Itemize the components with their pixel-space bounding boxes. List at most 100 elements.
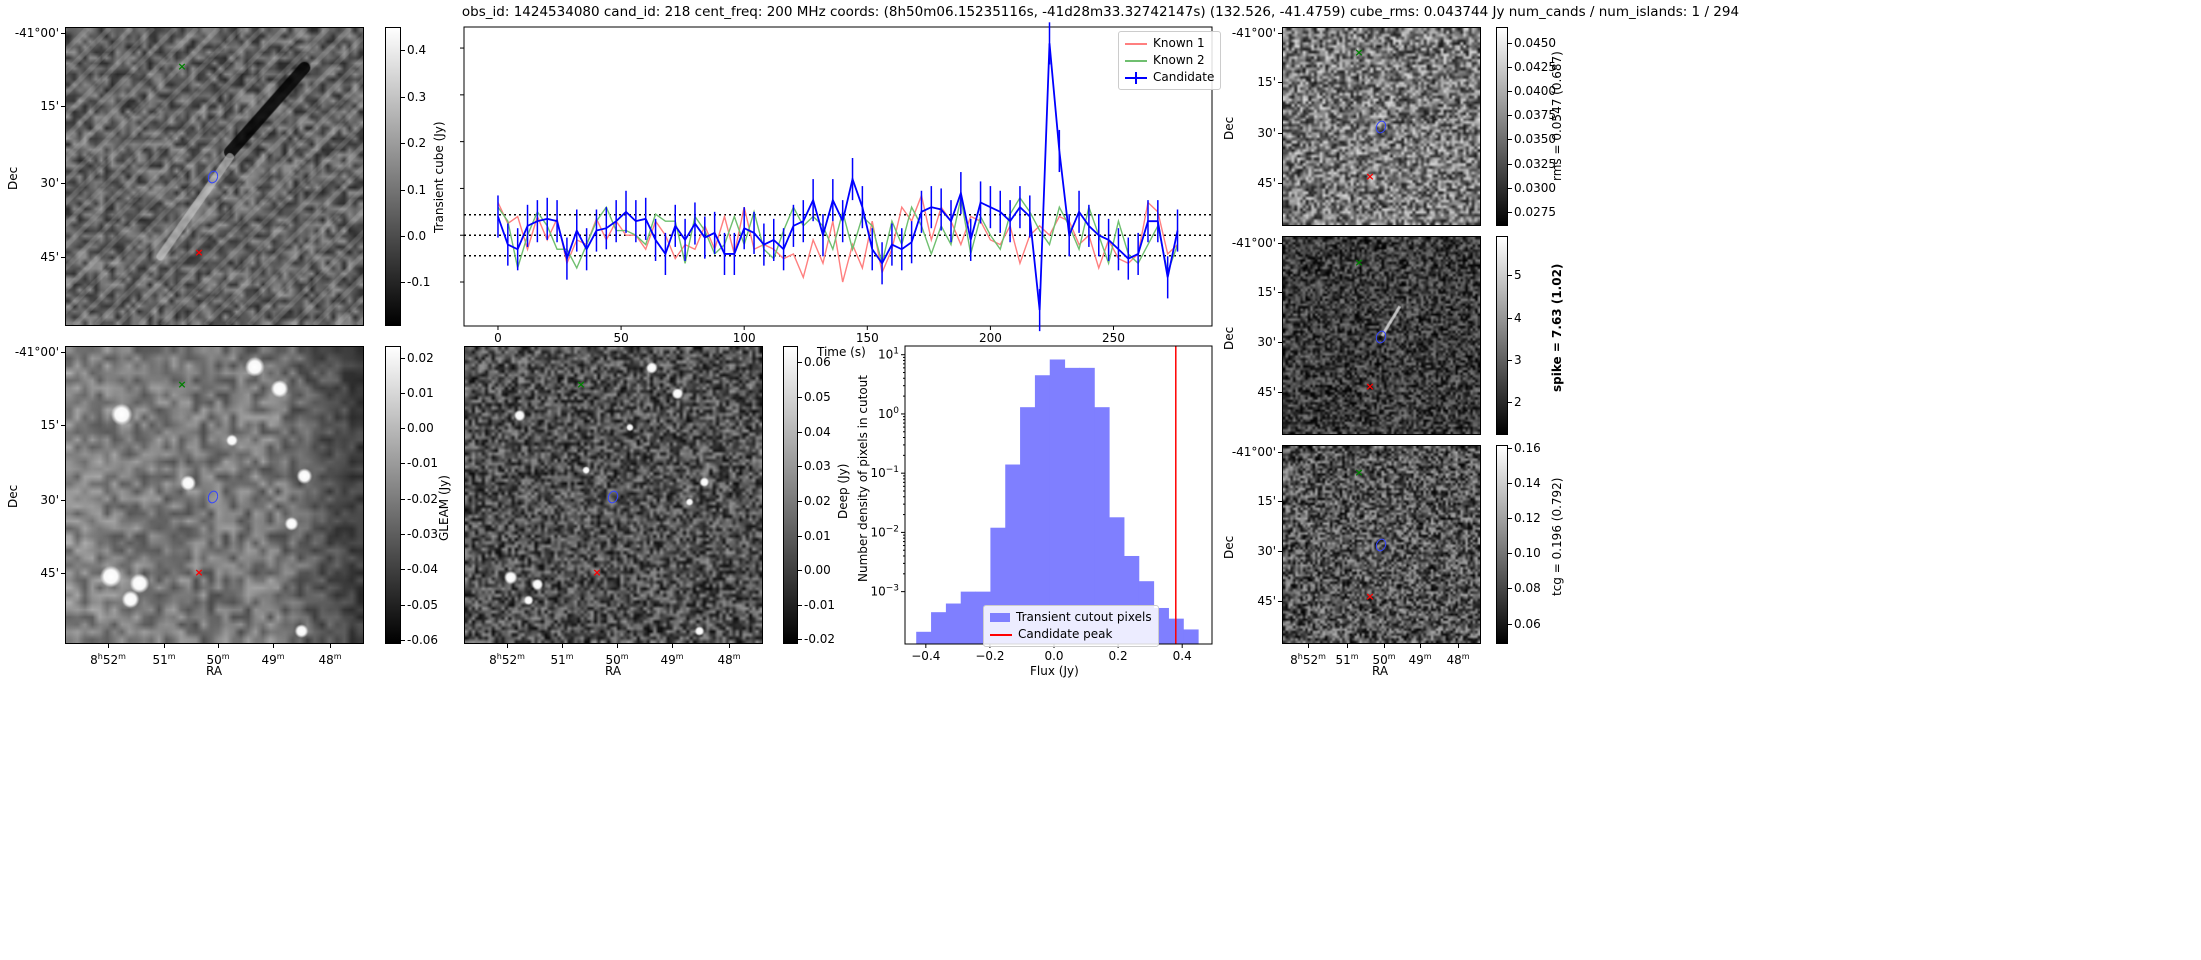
known-source-1-marker: × xyxy=(194,566,204,579)
dec-tick-label: 15' xyxy=(40,99,59,113)
gleam-colorbar-tick xyxy=(401,428,405,430)
legend-item-known-2: Known 2 xyxy=(1125,52,1214,69)
dec-tick-label: 45' xyxy=(40,250,59,264)
ra-tick-label: 49m xyxy=(1408,652,1431,667)
deep-colorbar-tick xyxy=(798,431,802,433)
x-tick-label: 200 xyxy=(979,331,1002,345)
dec-axis-label: Dec xyxy=(1222,535,1236,559)
deep-colorbar-tick xyxy=(798,604,802,606)
rms-colorbar-tick xyxy=(1508,211,1512,213)
dec-tick-mark xyxy=(61,257,65,258)
ra-minutes: 49 xyxy=(261,653,277,667)
tcg-colorbar-tick-label: 0.14 xyxy=(1514,475,1541,490)
ra-tick-mark xyxy=(507,644,508,648)
histogram-ylabel: Number density of pixels in cutout xyxy=(856,375,870,582)
y-tick-base: 10 xyxy=(870,525,885,539)
y-tick-base: 10 xyxy=(878,348,893,362)
histogram-bar xyxy=(931,612,947,644)
gleam-colorbar-tick-label: -0.06 xyxy=(407,632,439,647)
ra-minutes-unit: m xyxy=(517,652,525,661)
rms-colorbar-tick xyxy=(1508,91,1512,93)
known-source-1-marker: × xyxy=(592,566,602,579)
ra-minutes-unit: m xyxy=(1350,652,1359,661)
y-tick-exponent: −1 xyxy=(886,465,899,475)
dec-tick-label: 30' xyxy=(40,493,59,507)
histogram-bar xyxy=(1064,367,1080,644)
histogram-xlabel: Flux (Jy) xyxy=(1030,664,1079,678)
transient-colorbar xyxy=(385,27,401,326)
ra-minutes: 48 xyxy=(1446,653,1462,667)
ra-tick-label: 50m xyxy=(206,652,229,667)
dec-tick-label: 45' xyxy=(1257,176,1276,190)
known-source-2-marker: × xyxy=(177,378,187,391)
rms-colorbar-tick xyxy=(1508,139,1512,141)
spike-image xyxy=(1282,236,1481,435)
ra-minutes: 48 xyxy=(318,653,334,667)
dec-tick-mark xyxy=(61,352,65,353)
tcg-colorbar-tick-label: 0.12 xyxy=(1514,511,1541,526)
transient-colorbar-tick-label: 0.2 xyxy=(407,136,427,151)
gleam-colorbar-tick xyxy=(401,392,405,394)
deep-colorbar-tick xyxy=(798,396,802,398)
rms-colorbar-tick-label: 0.0375 xyxy=(1514,108,1556,123)
ra-tick-label: 50m xyxy=(1372,652,1395,667)
transient-colorbar-tick xyxy=(401,189,405,191)
y-tick-label: 10−1 xyxy=(870,465,899,480)
ra-tick-mark xyxy=(164,644,165,648)
transient-cube-image xyxy=(65,27,364,326)
transient-colorbar-label: Transient cube (Jy) xyxy=(432,121,446,233)
x-tick-label: 0.2 xyxy=(1109,649,1128,663)
y-tick-label: 100 xyxy=(878,406,899,421)
gleam-colorbar-tick-label: 0.00 xyxy=(407,421,434,436)
dec-tick-label: 15' xyxy=(1257,285,1276,299)
dec-tick-label: 45' xyxy=(1257,385,1276,399)
gleam-colorbar-tick xyxy=(401,569,405,571)
ra-minutes: 50 xyxy=(1372,653,1388,667)
ra-tick-mark xyxy=(672,644,673,648)
y-tick-exponent: 1 xyxy=(893,347,899,357)
dec-tick-mark xyxy=(61,500,65,501)
ra-minutes-unit: m xyxy=(221,652,230,661)
gleam-colorbar-tick xyxy=(401,463,405,465)
dec-tick-mark xyxy=(61,573,65,574)
ra-tick-label: 8h52m xyxy=(90,652,126,667)
spike-colorbar xyxy=(1496,236,1508,435)
transient-colorbar-tick-label: 0.1 xyxy=(407,182,427,197)
spike-colorbar-tick-label: 2 xyxy=(1514,395,1522,410)
known-source-2-marker: × xyxy=(576,378,586,391)
dec-tick-mark xyxy=(1278,183,1282,184)
histogram-bar xyxy=(1183,629,1199,644)
rms-colorbar-tick-label: 0.0425 xyxy=(1514,60,1556,75)
deep-colorbar-tick-label: -0.01 xyxy=(804,597,836,612)
histogram-bar xyxy=(1079,367,1095,644)
transient-colorbar-tick-label: -0.1 xyxy=(407,275,431,290)
deep-colorbar-tick-label: 0.03 xyxy=(804,459,831,474)
tcg-colorbar-tick xyxy=(1508,518,1512,520)
spike-colorbar-tick xyxy=(1508,359,1512,361)
ra-tick-mark xyxy=(1384,644,1385,648)
spike-colorbar-tick-label: 4 xyxy=(1514,310,1522,325)
legend-label: Known 2 xyxy=(1153,53,1205,67)
deep-colorbar-tick xyxy=(798,466,802,468)
dec-tick-mark xyxy=(1278,133,1282,134)
ra-tick-label: 48m xyxy=(717,652,740,667)
ra-tick-mark xyxy=(108,644,109,648)
rms-image xyxy=(1282,27,1481,226)
dec-tick-mark xyxy=(1278,392,1282,393)
ra-minutes-unit: m xyxy=(1318,652,1326,661)
rms-colorbar-tick xyxy=(1508,187,1512,189)
ra-tick-label: 51m xyxy=(1335,652,1358,667)
dec-tick-label: 30' xyxy=(40,176,59,190)
legend-label: Candidate peak xyxy=(1018,627,1113,641)
histogram-bar xyxy=(1020,407,1036,644)
ra-tick-mark xyxy=(1420,644,1421,648)
dec-axis-label: Dec xyxy=(1222,116,1236,140)
y-tick-label: 10−3 xyxy=(870,584,899,599)
rms-colorbar-tick-label: 0.0350 xyxy=(1514,132,1556,147)
ra-minutes-unit: m xyxy=(333,652,342,661)
gleam-colorbar-tick xyxy=(401,498,405,500)
gleam-colorbar-tick-label: 0.02 xyxy=(407,350,434,365)
ra-minutes-unit: m xyxy=(1461,652,1470,661)
dec-tick-label: 15' xyxy=(1257,75,1276,89)
ra-axis-label: RA xyxy=(1372,664,1389,678)
